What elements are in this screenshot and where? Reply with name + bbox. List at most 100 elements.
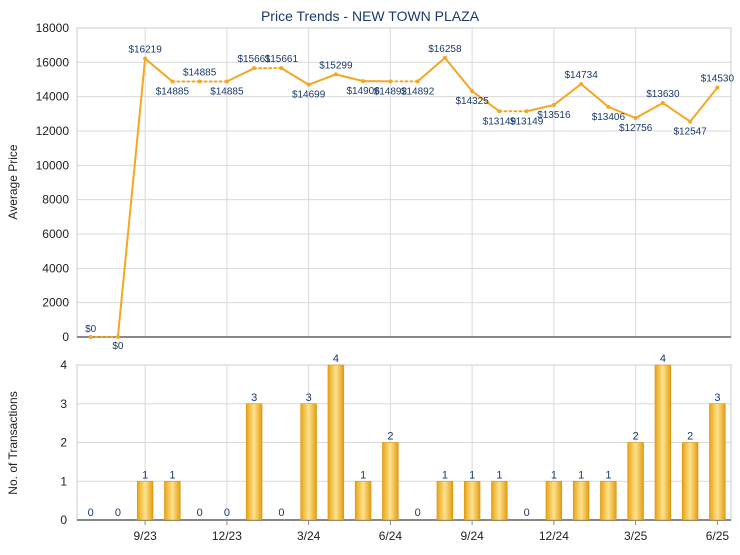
price-line-segment: [418, 58, 445, 81]
transaction-bar-label: 0: [197, 507, 203, 519]
price-point: [388, 79, 392, 83]
x-tick-label: 6/25: [706, 529, 730, 543]
price-line-segment: [309, 74, 336, 84]
price-point: [361, 79, 365, 83]
transaction-bar-label: 0: [224, 507, 230, 519]
transaction-bar-label: 2: [387, 431, 393, 443]
transaction-bar-label: 1: [142, 469, 148, 481]
transaction-bar-label: 1: [169, 469, 175, 481]
price-point: [715, 86, 719, 90]
price-point-label: $16258: [428, 44, 462, 55]
price-line-segment: [227, 68, 254, 81]
transaction-bar: [464, 481, 480, 520]
transaction-bar: [573, 481, 589, 520]
transaction-bar-label: 4: [333, 353, 339, 365]
transaction-bar-label: 4: [660, 353, 666, 365]
x-tick-label: 3/24: [297, 529, 321, 543]
price-tick-label: 12000: [36, 124, 70, 138]
price-point: [416, 79, 420, 83]
price-point-labels: $0$0$16219$14885$14885$14885$15661$15661…: [85, 44, 734, 352]
price-point: [89, 335, 93, 339]
transaction-bar-label: 1: [578, 469, 584, 481]
price-tick-label: 16000: [36, 55, 70, 69]
price-plot-frame: [77, 28, 731, 337]
price-point-label: $16219: [128, 45, 162, 56]
transaction-bar: [137, 481, 153, 520]
x-tick-label: 9/23: [133, 529, 157, 543]
transaction-bar-label: 1: [469, 469, 475, 481]
price-line-segment: [336, 74, 363, 81]
price-points: [89, 56, 720, 339]
transaction-bar-label: 2: [633, 431, 639, 443]
price-point-label: $14885: [183, 67, 217, 78]
x-tick-label: 9/24: [460, 529, 484, 543]
transactions-tick-label: 1: [60, 474, 67, 488]
price-point-label: $12756: [619, 123, 653, 134]
price-point-label: $13406: [592, 112, 626, 123]
price-point-label: $0: [85, 324, 97, 335]
price-point-label: $12547: [673, 127, 707, 138]
price-line-segment: [554, 84, 581, 105]
transaction-bar: [164, 481, 180, 520]
price-point-label: $14530: [701, 74, 735, 85]
transaction-bar: [682, 443, 698, 521]
price-point: [470, 89, 474, 93]
transaction-bar-label: 0: [524, 507, 530, 519]
price-line-series: [91, 58, 718, 337]
price-point-label: $14885: [156, 86, 190, 97]
price-tick-label: 14000: [36, 90, 70, 104]
transaction-bar: [546, 481, 562, 520]
transaction-bar: [301, 404, 317, 520]
price-line-segment: [690, 88, 717, 122]
x-axis-ticks: 9/23 12/23 3/24 6/24 9/24 12/24 3/25 6/25: [133, 520, 729, 543]
transaction-bar-label: 3: [251, 392, 257, 404]
price-tick-label: 8000: [42, 193, 69, 207]
price-point-label: $14734: [564, 70, 598, 81]
price-tick-label: 10000: [36, 158, 70, 172]
price-point: [606, 105, 610, 109]
price-point-label: $13630: [646, 89, 680, 100]
price-point: [334, 72, 338, 76]
transaction-bar-label: 1: [360, 469, 366, 481]
transactions-tick-label: 2: [60, 436, 67, 450]
price-axis-label: Average Price: [6, 144, 20, 219]
x-tick-label: 6/24: [379, 529, 403, 543]
price-line-segment: [581, 84, 608, 107]
transaction-bar: [709, 404, 725, 520]
price-line-segment: [118, 59, 145, 337]
price-point: [552, 103, 556, 107]
price-point: [198, 79, 202, 83]
transaction-bar-label: 1: [496, 469, 502, 481]
transaction-bar-label: 1: [442, 469, 448, 481]
price-point-label: $0: [112, 341, 124, 352]
transactions-tick-label: 3: [60, 397, 67, 411]
transactions-axis-label: No. of Transactions: [6, 391, 20, 494]
transaction-bar: [628, 443, 644, 521]
transactions-tick-label: 0: [60, 513, 67, 527]
price-point-label: $15661: [265, 54, 299, 65]
price-line-segment: [636, 103, 663, 118]
price-point: [497, 109, 501, 113]
price-point: [525, 109, 529, 113]
x-tick-label: 12/24: [539, 529, 569, 543]
transaction-bar: [437, 481, 453, 520]
transaction-bar: [655, 365, 671, 520]
price-point: [225, 79, 229, 83]
transaction-bar-label: 0: [278, 507, 284, 519]
transaction-bar-label: 1: [551, 469, 557, 481]
price-line-segment: [281, 68, 308, 85]
price-tick-label: 0: [62, 330, 69, 344]
price-line-segment: [663, 103, 690, 122]
price-point: [579, 82, 583, 86]
price-tick-label: 18000: [36, 21, 70, 35]
transaction-bar-label: 0: [415, 507, 421, 519]
price-point: [443, 56, 447, 60]
price-panel-axes: 0200040006000800010000120001400016000180…: [36, 21, 731, 344]
transaction-bar: [382, 443, 398, 521]
x-tick-label: 12/23: [212, 529, 242, 543]
price-point: [279, 66, 283, 70]
transaction-bar: [600, 481, 616, 520]
x-tick-label: 3/25: [624, 529, 648, 543]
price-point: [116, 335, 120, 339]
